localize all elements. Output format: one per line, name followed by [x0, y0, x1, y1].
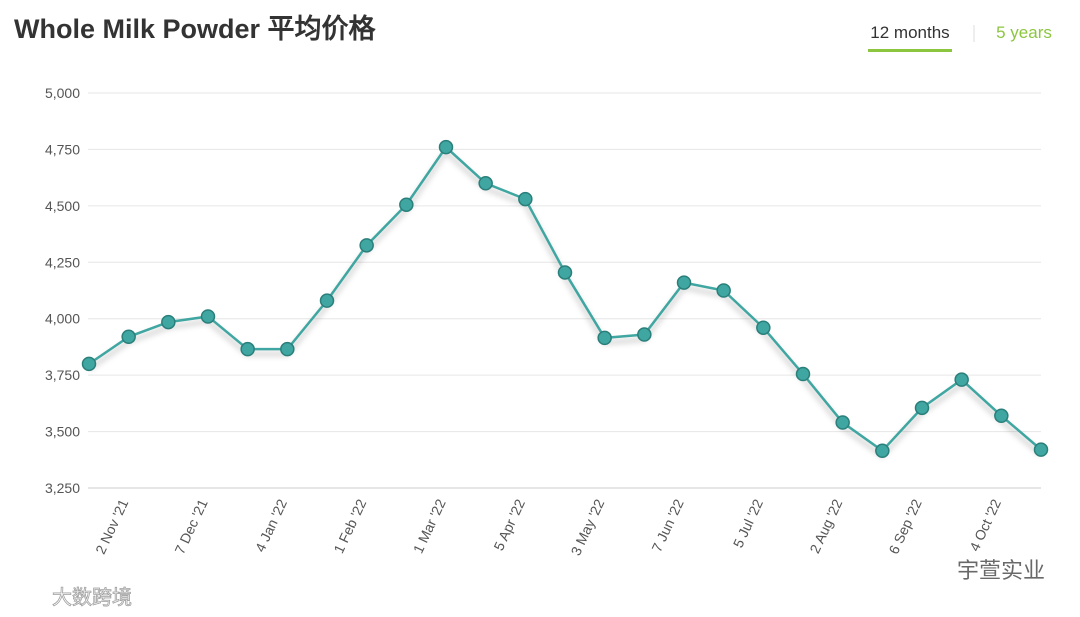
point — [319, 293, 335, 308]
watermark: 宇萱实业 — [957, 558, 1045, 583]
point — [954, 372, 969, 387]
x-tick-label: 2 Nov '21 — [92, 496, 131, 556]
x-tick-label: 1 Mar '22 — [410, 496, 449, 555]
y-tick-label: 3,750 — [45, 367, 80, 383]
point — [557, 265, 573, 280]
point — [399, 197, 414, 212]
x-tick-label: 7 Dec '21 — [171, 496, 210, 556]
line — [88, 145, 1042, 453]
y-tick-label: 4,500 — [45, 198, 80, 214]
chart-title: Whole Milk Powder 平均价格 — [14, 14, 377, 44]
y-tick-label: 5,000 — [45, 85, 80, 101]
point — [597, 330, 612, 346]
x-tick-label: 5 Jul '22 — [730, 496, 766, 550]
point — [637, 327, 652, 342]
point — [1033, 442, 1049, 457]
y-tick-label: 3,500 — [45, 424, 80, 440]
point — [359, 238, 374, 253]
point — [875, 443, 890, 459]
y-tick-label: 4,750 — [45, 141, 80, 157]
x-tick-label: 4 Oct '22 — [966, 496, 1004, 553]
point — [478, 176, 493, 191]
y-tick-label: 4,000 — [45, 311, 80, 327]
point — [161, 314, 176, 330]
x-tick-label: 5 Apr '22 — [490, 496, 528, 553]
point — [121, 329, 136, 345]
x-tick-label: 7 Jun '22 — [648, 496, 686, 554]
point — [438, 139, 454, 155]
watermark: 大数跨境 — [52, 586, 132, 609]
point — [756, 320, 771, 335]
point — [280, 341, 295, 357]
point — [795, 366, 811, 382]
x-tick-label: 4 Jan '22 — [252, 496, 290, 554]
point — [676, 275, 692, 290]
tab-5-years[interactable]: 5 years — [996, 23, 1052, 42]
point — [994, 408, 1009, 424]
point — [240, 341, 255, 357]
point — [200, 309, 216, 324]
point — [81, 356, 97, 372]
point — [914, 400, 930, 416]
x-tick-label: 6 Sep '22 — [885, 496, 924, 556]
point — [835, 415, 850, 430]
line-shadow — [87, 149, 1043, 459]
x-tick-label: 2 Aug '22 — [806, 496, 845, 555]
x-tick-label: 3 May '22 — [567, 496, 607, 558]
x-tick-label: 1 Feb '22 — [330, 496, 369, 555]
y-tick-label: 3,250 — [45, 480, 80, 496]
point — [716, 283, 731, 298]
tab-underline — [868, 49, 952, 52]
tab-12-months[interactable]: 12 months — [870, 23, 949, 42]
y-tick-label: 4,250 — [45, 254, 80, 270]
point — [518, 191, 533, 207]
